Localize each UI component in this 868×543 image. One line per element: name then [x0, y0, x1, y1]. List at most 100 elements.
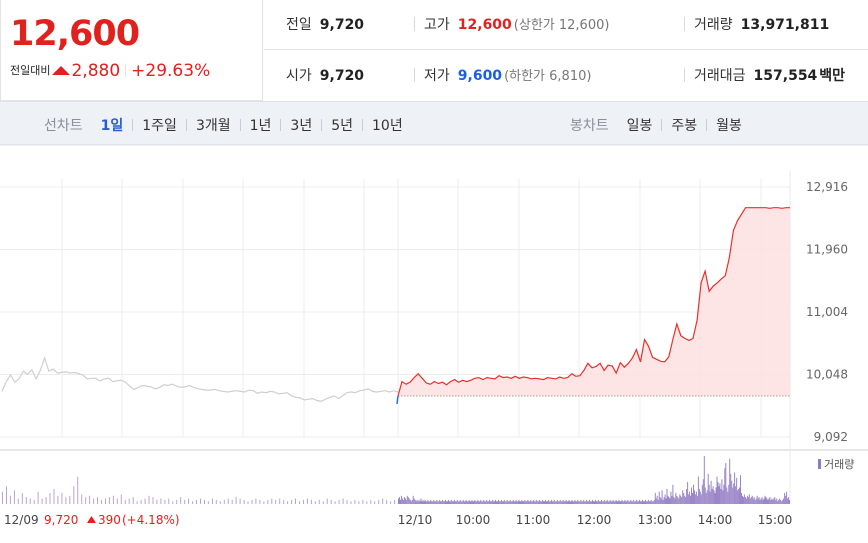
volume-bar: [597, 499, 599, 504]
volume-bar: [606, 499, 608, 504]
volume-bar: [513, 501, 515, 504]
volume-bar: [611, 501, 613, 504]
volume-bar: [672, 484, 674, 504]
volume-bar: [475, 501, 477, 504]
volume-bar: [781, 501, 783, 504]
volume-bar: [716, 476, 718, 504]
volume-bar: [498, 499, 499, 504]
volume-bar: [627, 499, 629, 504]
volume-bar: [61, 493, 63, 504]
volume-bar: [468, 499, 470, 504]
volume-bar: [629, 501, 631, 504]
divider: [125, 64, 127, 77]
volume-bar: [622, 501, 624, 504]
volume-bar: [680, 495, 682, 504]
line-period-6[interactable]: 5년: [331, 118, 353, 134]
volume-bar: [694, 490, 695, 504]
volume-bar: [573, 501, 575, 504]
volume-bar: [432, 501, 434, 504]
volume-bar: [571, 499, 573, 504]
volume-bar: [519, 501, 521, 504]
volume-bar: [685, 497, 687, 504]
volume-bar: [423, 501, 425, 504]
line-period-2[interactable]: 1주일: [142, 118, 177, 134]
line-period-7[interactable]: 10년: [372, 118, 403, 134]
line-period-3[interactable]: 3개월: [195, 118, 231, 134]
volume-bar: [723, 484, 725, 504]
x-tick-label: 12:00: [577, 513, 612, 527]
volume-bar: [691, 487, 692, 504]
volume-bar: [505, 501, 507, 504]
change-percent: +29.63%: [131, 61, 211, 81]
volume-bar: [338, 499, 340, 504]
volume-bar: [491, 501, 493, 504]
volume-bar: [436, 499, 438, 504]
line-period-4[interactable]: 1년: [249, 118, 272, 134]
volume-bar: [534, 501, 536, 504]
volume-bar: [687, 482, 689, 504]
volume-bar: [759, 499, 761, 504]
prev-day-close: 9,720: [44, 513, 78, 527]
divider: [414, 17, 415, 31]
volume-bar: [762, 499, 764, 504]
volume-legend: 거래량: [818, 458, 854, 471]
volume-bar: [112, 495, 114, 504]
volume-bar: [771, 498, 773, 504]
volume-bar: [263, 501, 265, 504]
volume-bar: [598, 501, 600, 504]
volume-bar: [473, 501, 475, 504]
volume-bar: [669, 498, 671, 504]
volume-bar: [684, 495, 686, 504]
volume-bar: [765, 497, 767, 504]
prev-close-value: 9,720: [319, 17, 365, 33]
volume-bar: [756, 495, 758, 504]
candle-period-1[interactable]: 일봉: [626, 118, 653, 134]
volume-bar: [482, 501, 484, 504]
volume-bar: [608, 501, 610, 504]
volume-bar: [401, 498, 403, 504]
intraday-price-chart: 12,916 11,960 11,004 10,048 9,092 12/10 10:00…: [0, 145, 868, 527]
volume-bar: [416, 499, 418, 504]
volume-bar: [521, 499, 523, 504]
volume-bar: [492, 499, 494, 504]
volume-bar: [786, 491, 788, 504]
volume-bar: [511, 501, 513, 504]
volume-bar: [524, 499, 526, 504]
volume-bar: [382, 498, 384, 504]
volume-bar: [267, 499, 269, 504]
volume-bar: [581, 501, 583, 504]
volume-bar: [663, 497, 665, 504]
prev-day-percent: (+4.18%): [122, 513, 180, 527]
volume-bar: [374, 501, 376, 504]
volume-bar: [683, 493, 685, 504]
volume-bar: [616, 501, 618, 504]
lower-limit: (하한가 6,810): [504, 69, 592, 84]
volume-bar: [585, 501, 587, 504]
candle-chart-label: 봉차트: [570, 118, 609, 134]
volume-bar: [504, 501, 506, 504]
volume-bar: [419, 501, 421, 504]
volume-bar: [326, 498, 328, 504]
volume-bar: [582, 501, 584, 504]
volume-bar: [451, 501, 453, 504]
volume-bar: [73, 486, 75, 504]
volume-bar: [724, 468, 726, 504]
volume-bar: [676, 495, 678, 504]
volume-bar: [630, 499, 632, 504]
volume-bar: [653, 499, 655, 504]
volume-bar: [512, 499, 514, 504]
candle-period-2[interactable]: 주봉: [671, 118, 698, 134]
volume-bar: [354, 499, 356, 504]
volume-bar: [287, 501, 289, 504]
volume-bar: [460, 501, 462, 504]
volume-bar: [406, 495, 408, 504]
volume-bar: [584, 501, 586, 504]
volume-bar: [400, 499, 401, 504]
volume-bar: [318, 499, 320, 504]
volume-bar: [538, 501, 540, 504]
candle-period-3[interactable]: 월봉: [716, 118, 742, 134]
volume-bar: [494, 501, 495, 504]
line-period-1[interactable]: 1일: [100, 118, 124, 134]
stat-row-2: 시가 9,720 저가 9,600 (하한가 6,810) 거래대금 157,554 백만: [264, 51, 868, 101]
line-period-5[interactable]: 3년: [290, 118, 313, 134]
